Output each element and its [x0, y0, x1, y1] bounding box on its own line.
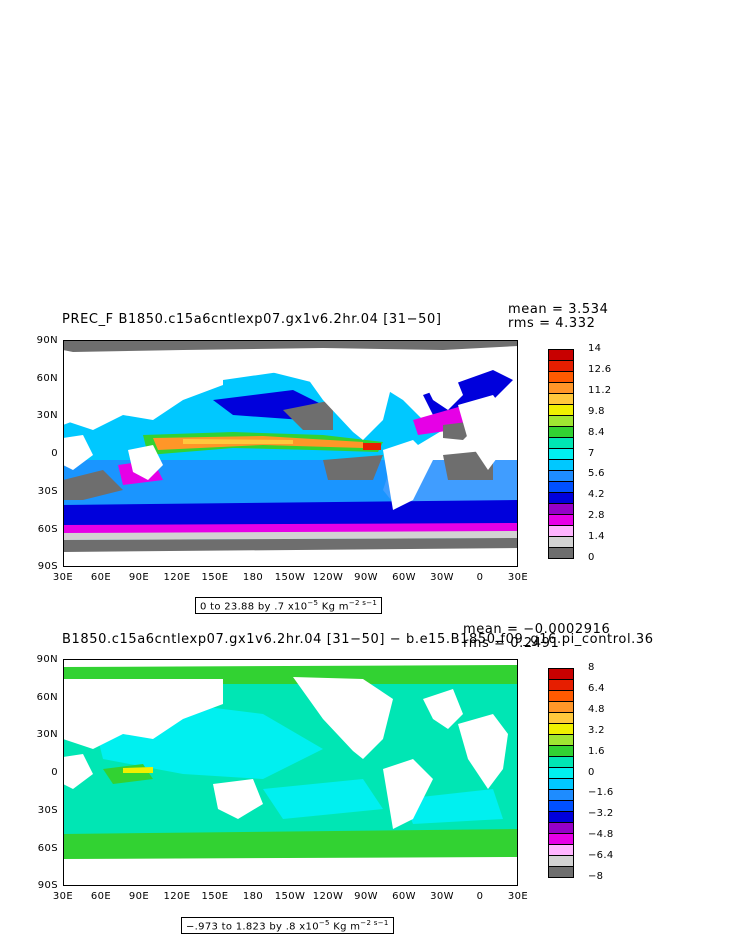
colorbar-label: 0: [588, 766, 595, 778]
plot2-title: B1850.c15a6cntlexp07.gx1v6.2hr.04 [31−50…: [62, 632, 654, 647]
plot2-range-label: −.973 to 1.823 by .8 x10−5 Kg m−2 s−1: [181, 917, 394, 935]
plot1-ytick: 0: [51, 448, 58, 459]
plot1-range-unit: Kg m: [318, 601, 349, 613]
colorbar-label: 4.8: [588, 703, 605, 715]
colorbar-label: −8: [588, 871, 604, 882]
plot2-colorbar: [548, 668, 574, 878]
plot1-xtick: 0: [476, 572, 484, 583]
plot2-ytick: 30N: [36, 729, 58, 740]
colorbar-label: 8.4: [588, 426, 605, 438]
plot1-colorbar: [548, 349, 574, 559]
colorbar-label: 4.2: [588, 489, 605, 501]
plot2-xtick: 30E: [507, 891, 529, 902]
colorbar-label: 6.4: [588, 682, 605, 694]
colorbar-label: 7: [588, 447, 595, 459]
plot2-ytick: 90N: [36, 654, 58, 665]
plot2-range-unit-exp: −2 s−1: [360, 919, 389, 927]
plot1-xtick: 30E: [507, 572, 529, 583]
colorbar-swatch: [548, 866, 574, 878]
colorbar-label: 2.8: [588, 510, 605, 522]
plot1-xtick: 30E: [52, 572, 74, 583]
plot1-xtick: 150W: [274, 572, 306, 583]
colorbar-label: 0: [588, 552, 595, 563]
plot1-rms: rms = 4.332: [508, 316, 596, 331]
plot2-xtick: 30E: [52, 891, 74, 902]
colorbar-label: 1.4: [588, 531, 605, 543]
colorbar-label: −3.2: [588, 808, 614, 820]
plot2-range-unit: Kg m: [329, 921, 361, 933]
plot2-xtick: 120W: [312, 891, 344, 902]
colorbar-label: 3.2: [588, 724, 605, 736]
plot1-range-text: 0 to 23.88 by .7 x10: [200, 601, 308, 613]
plot1-range-exp: −5: [307, 599, 319, 607]
plot2-range-exp: −5: [318, 919, 330, 927]
plot1-ytick: 30N: [36, 410, 58, 421]
plot1-xtick: 30W: [430, 572, 454, 583]
plot1-ytick: 90S: [37, 561, 58, 572]
plot1-title: PREC_F B1850.c15a6cntlexp07.gx1v6.2hr.04…: [62, 312, 442, 327]
plot2-range-text: −.973 to 1.823 by .8 x10: [186, 921, 319, 933]
plot1-xtick: 180: [242, 572, 264, 583]
colorbar-label: 14: [588, 343, 602, 354]
plot1-xtick: 60W: [392, 572, 416, 583]
plot2-xtick: 150E: [201, 891, 229, 902]
plot1-xtick: 90W: [354, 572, 378, 583]
colorbar-label: 8: [588, 662, 595, 673]
colorbar-label: 5.6: [588, 468, 605, 480]
colorbar-label: −4.8: [588, 829, 614, 841]
plot1-ytick: 60S: [37, 524, 58, 535]
plot2-xtick: 30W: [430, 891, 454, 902]
plot2-xtick: 120E: [163, 891, 191, 902]
plot2-ytick: 60N: [36, 692, 58, 703]
colorbar-label: −6.4: [588, 850, 614, 862]
plot1-xtick: 120W: [312, 572, 344, 583]
plot2-ytick: 30S: [37, 805, 58, 816]
plot2-map: [63, 659, 518, 886]
plot1-range-unit-exp: −2 s−1: [348, 599, 378, 607]
plot1-ytick: 60N: [36, 373, 58, 384]
plot1-xtick: 60E: [90, 572, 112, 583]
plot2-ytick: 90S: [37, 880, 58, 891]
plot1-range-label: 0 to 23.88 by .7 x10−5 Kg m−2 s−1: [195, 597, 383, 615]
plot1-ytick: 30S: [37, 486, 58, 497]
plot2-xtick: 150W: [274, 891, 306, 902]
plot2-ytick: 0: [51, 767, 58, 778]
plot1-xtick: 150E: [201, 572, 229, 583]
plot1-frame: [63, 340, 518, 567]
colorbar-label: −1.6: [588, 787, 614, 799]
plot2-xtick: 90W: [354, 891, 378, 902]
colorbar-swatch: [548, 547, 574, 559]
plot2-xtick: 90E: [128, 891, 150, 902]
plot2-xtick: 60E: [90, 891, 112, 902]
colorbar-label: 11.2: [588, 384, 612, 396]
plot1-xtick: 90E: [128, 572, 150, 583]
plot1-mean: mean = 3.534: [508, 302, 609, 317]
colorbar-label: 12.6: [588, 363, 612, 375]
plot2-rms: rms = 0.2491: [463, 636, 560, 651]
plot2-xtick: 180: [242, 891, 264, 902]
plot2-frame: [63, 659, 518, 886]
plot1-xtick: 120E: [163, 572, 191, 583]
colorbar-label: 1.6: [588, 745, 605, 757]
plot2-mean: mean = −0.0002916: [463, 622, 611, 637]
plot1-map: [63, 340, 518, 567]
plot2-xtick: 60W: [392, 891, 416, 902]
plot1-ytick: 90N: [36, 335, 58, 346]
colorbar-label: 9.8: [588, 405, 605, 417]
plot2-ytick: 60S: [37, 843, 58, 854]
plot2-xtick: 0: [476, 891, 484, 902]
